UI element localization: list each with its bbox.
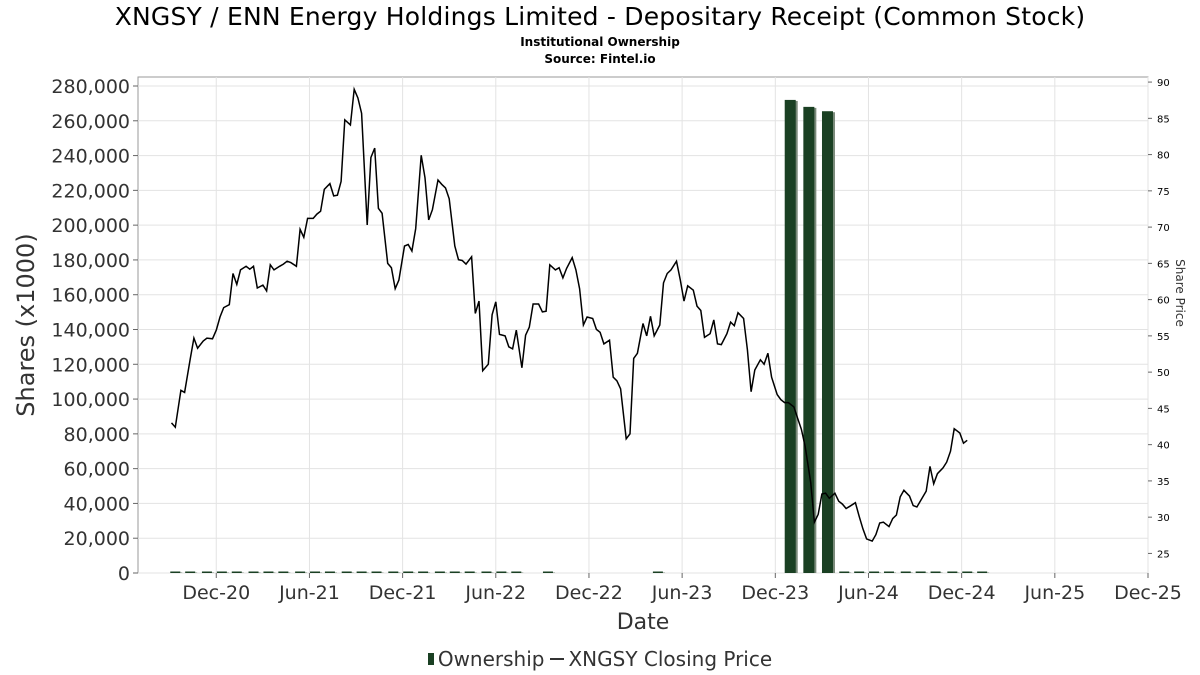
x-tick-label: Dec-20 xyxy=(182,582,250,604)
ownership-bar xyxy=(883,571,894,573)
chart-subtitle: Institutional Ownership xyxy=(520,35,680,49)
x-tick-label: Jun-23 xyxy=(651,582,713,604)
y-axis-right: 25 30 35 40 45 50 55 60 65 70 75 80 85 90 xyxy=(1148,78,1170,560)
grid-lines xyxy=(138,77,1149,574)
y2-tick-label: 25 xyxy=(1157,549,1170,560)
ownership-bar xyxy=(839,571,850,573)
y2-tick-label: 70 xyxy=(1157,223,1170,234)
ownership-bar xyxy=(403,571,414,573)
ownership-bar xyxy=(652,571,663,573)
y2-tick-label: 50 xyxy=(1157,368,1170,379)
ownership-bar xyxy=(263,571,274,573)
ownership-bar xyxy=(869,571,880,573)
y2-tick-label: 40 xyxy=(1157,441,1170,452)
x-tick-label: Jun-21 xyxy=(278,582,340,604)
y2-axis-label: Share Price xyxy=(1173,259,1187,327)
ownership-bar xyxy=(278,571,289,573)
ownership-bar xyxy=(464,571,475,573)
x-axis-label: Date xyxy=(617,610,670,635)
legend-item-ownership: Ownership xyxy=(437,647,545,671)
y2-tick-label: 75 xyxy=(1157,187,1170,198)
y2-tick-label: 80 xyxy=(1157,151,1170,162)
y-tick-label: 40,000 xyxy=(64,493,130,515)
ownership-bar xyxy=(821,111,833,574)
y2-tick-label: 55 xyxy=(1157,332,1170,343)
ownership-bar xyxy=(185,571,196,573)
ownership-bar xyxy=(434,571,445,573)
x-tick-label: Jun-22 xyxy=(464,582,526,604)
ownership-bar xyxy=(418,571,429,573)
y-tick-label: 20,000 xyxy=(64,528,130,550)
y2-tick-label: 30 xyxy=(1157,513,1170,524)
ownership-bar xyxy=(341,571,352,573)
ownership-bar xyxy=(388,571,399,573)
y2-tick-label: 35 xyxy=(1157,477,1170,488)
ownership-bars xyxy=(170,99,990,574)
y2-tick-label: 90 xyxy=(1157,78,1170,89)
ownership-bar xyxy=(803,106,815,573)
x-tick-label: Dec-24 xyxy=(928,582,996,604)
y2-tick-label: 65 xyxy=(1157,259,1170,270)
ownership-bar xyxy=(784,99,796,574)
x-tick-label: Jun-24 xyxy=(837,582,899,604)
y-tick-label: 100,000 xyxy=(51,389,130,411)
x-tick-label: Jun-25 xyxy=(1023,582,1085,604)
ownership-bar xyxy=(356,571,367,573)
ownership-bar xyxy=(481,571,492,573)
y2-tick-label: 60 xyxy=(1157,296,1170,307)
ownership-bar xyxy=(324,571,335,573)
y-tick-label: 80,000 xyxy=(64,424,130,446)
ownership-bar xyxy=(248,571,259,573)
x-tick-label: Dec-22 xyxy=(555,582,623,604)
ownership-bar xyxy=(496,571,507,573)
y-tick-label: 240,000 xyxy=(51,146,130,168)
x-tick-label: Dec-25 xyxy=(1114,582,1182,604)
y2-tick-label: 45 xyxy=(1157,404,1170,415)
ownership-bar xyxy=(201,571,212,573)
ownership-bar xyxy=(900,571,911,573)
ownership-bar xyxy=(295,571,306,573)
legend: Ownership XNGSY Closing Price xyxy=(0,647,1200,671)
y-tick-label: 140,000 xyxy=(51,320,130,342)
ownership-bar xyxy=(977,571,988,573)
ownership-bar xyxy=(511,571,522,573)
y-axis-left: 0 20,000 40,000 60,000 80,000 100,000 120,000 1… xyxy=(51,76,138,585)
legend-item-price: XNGSY Closing Price xyxy=(568,647,773,671)
ownership-legend-swatch xyxy=(427,653,434,665)
y-tick-label: 200,000 xyxy=(51,215,130,237)
ownership-bar xyxy=(930,571,941,573)
ownership-bar xyxy=(962,571,973,573)
y2-tick-label: 85 xyxy=(1157,114,1170,125)
ownership-bar xyxy=(915,571,926,573)
price-line xyxy=(170,86,968,543)
y-tick-label: 120,000 xyxy=(51,354,130,376)
chart-source: Source: Fintel.io xyxy=(544,52,656,66)
y-tick-label: 280,000 xyxy=(51,76,130,98)
y-tick-label: 160,000 xyxy=(51,285,130,307)
x-tick-label: Dec-21 xyxy=(369,582,437,604)
ownership-bar xyxy=(449,571,460,573)
ownership-bar xyxy=(854,571,865,573)
ownership-bar xyxy=(170,571,181,573)
y-tick-label: 180,000 xyxy=(51,250,130,272)
x-axis: Dec-20 Jun-21 Dec-21 Jun-22 Dec-22 Jun-23 Dec-… xyxy=(182,573,1182,604)
ownership-bar xyxy=(216,571,227,573)
ownership-bar xyxy=(310,571,321,573)
y-tick-label: 260,000 xyxy=(51,111,130,133)
y-tick-label: 220,000 xyxy=(51,180,130,202)
y-axis-label: Shares (x1000) xyxy=(12,233,40,416)
x-tick-label: Dec-23 xyxy=(741,582,809,604)
ownership-bar xyxy=(947,571,958,573)
y-tick-label: 0 xyxy=(118,563,130,585)
y-tick-label: 60,000 xyxy=(64,459,130,481)
ownership-bar xyxy=(371,571,382,573)
price-legend-line xyxy=(550,658,565,660)
ownership-bar xyxy=(231,571,242,573)
ownership-bar xyxy=(542,571,553,573)
chart-title: XNGSY / ENN Energy Holdings Limited - De… xyxy=(114,2,1086,31)
